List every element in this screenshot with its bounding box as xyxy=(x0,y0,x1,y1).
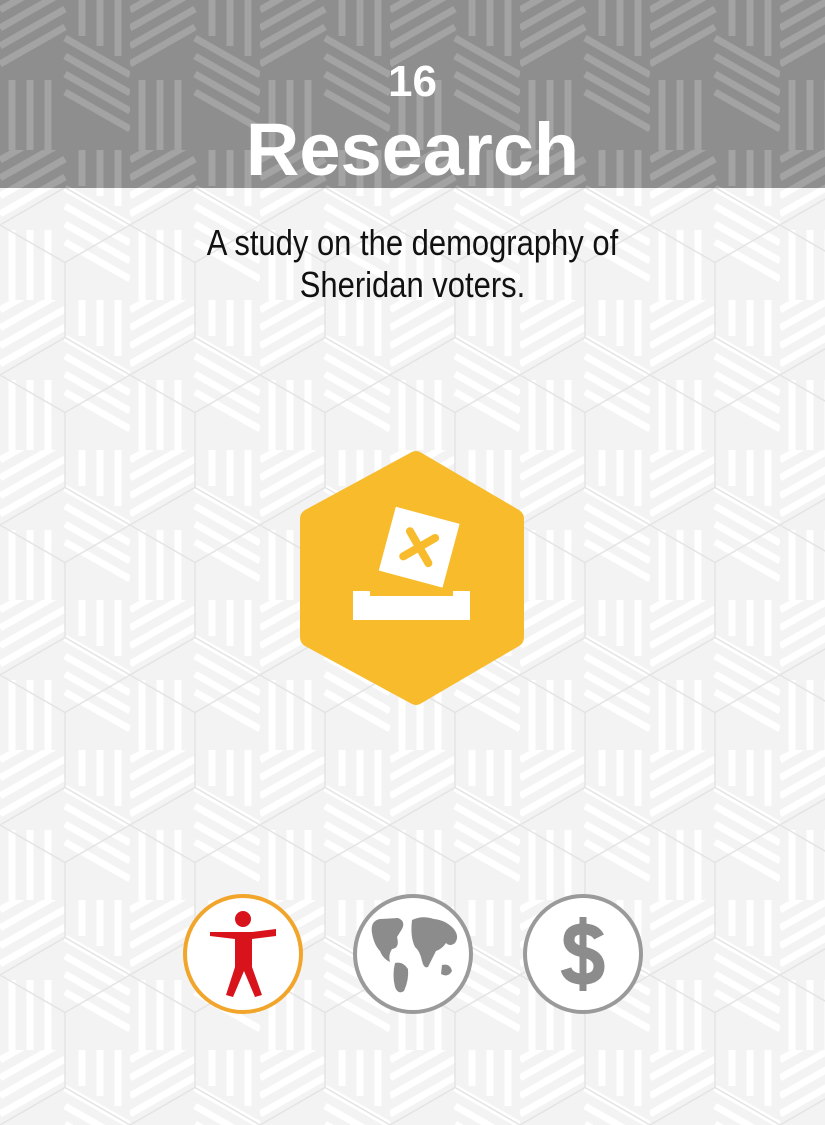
ballot-box-icon xyxy=(300,451,524,705)
globe-icon xyxy=(353,894,473,1014)
dollar-icon xyxy=(523,894,643,1014)
person-icon xyxy=(183,894,303,1014)
card-title: Research xyxy=(245,108,580,191)
card-number: 16 xyxy=(388,57,437,106)
header-band xyxy=(0,0,825,188)
card-description: A study on the demography of Sheridan vo… xyxy=(206,222,619,305)
